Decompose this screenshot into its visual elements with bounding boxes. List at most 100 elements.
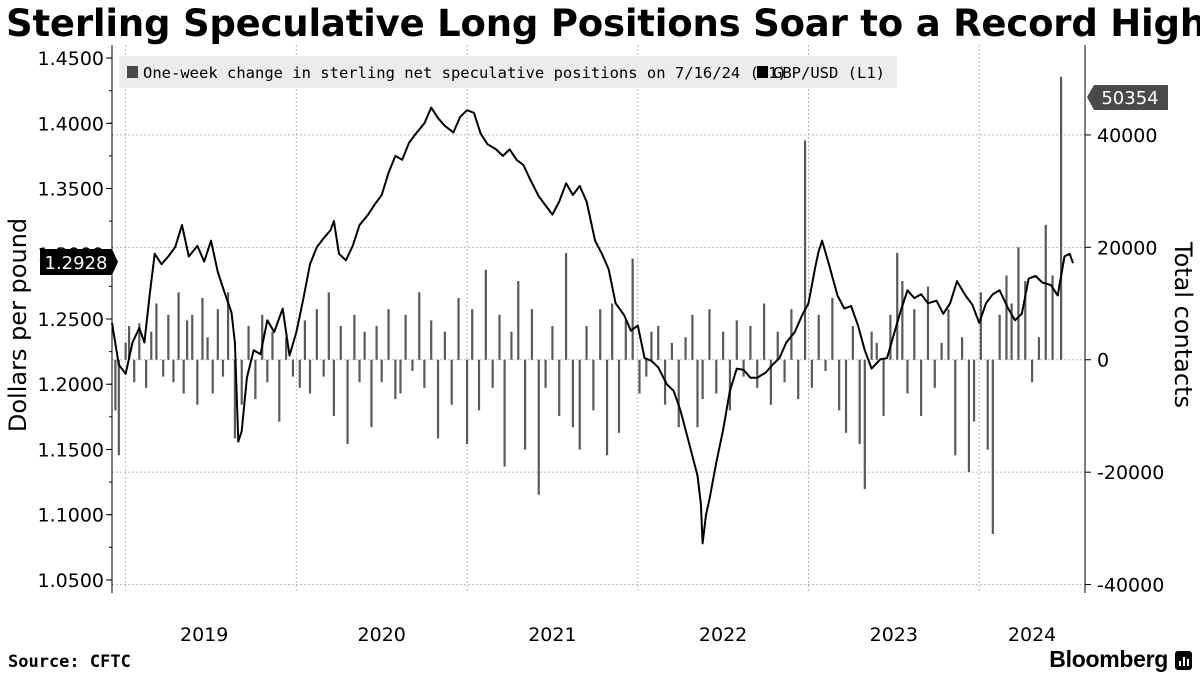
bar (901, 281, 904, 360)
bar (191, 314, 194, 360)
left-tick-label: 1.0500 (38, 570, 104, 592)
bar (742, 359, 745, 377)
bar (913, 309, 916, 360)
bar (423, 359, 426, 388)
bar (783, 359, 786, 383)
bar (177, 292, 180, 360)
bar (327, 292, 330, 360)
bar (266, 359, 269, 383)
bar (240, 359, 243, 405)
bar (585, 326, 588, 360)
bar (1017, 247, 1020, 360)
bar (155, 303, 158, 360)
bar (124, 342, 127, 360)
gridlines (112, 45, 1085, 593)
bar (322, 359, 325, 377)
bar (551, 326, 554, 360)
bar (443, 331, 446, 360)
bar (537, 359, 540, 495)
right-tick-label: -40000 (1097, 575, 1164, 597)
bar (150, 331, 153, 360)
x-tick-label: 2020 (358, 624, 406, 646)
bar (399, 359, 402, 394)
bar (182, 359, 185, 394)
bar (1060, 76, 1063, 360)
bar (933, 359, 936, 388)
bar (517, 281, 520, 360)
bar (1030, 359, 1034, 383)
bar (960, 337, 964, 360)
bar (1037, 337, 1041, 360)
bar (278, 359, 281, 422)
bar (271, 331, 274, 360)
bar (991, 359, 994, 534)
bar (749, 326, 752, 360)
bar (510, 331, 513, 360)
bar (1051, 275, 1054, 360)
bar (599, 309, 602, 360)
x-tick-label: 2023 (870, 624, 918, 646)
bar (870, 331, 873, 360)
bar (998, 314, 1001, 360)
value-callouts: 1.2928 50354 (40, 85, 1168, 275)
left-tick-label: 1.1500 (38, 439, 104, 461)
x-tick-label: 2021 (528, 624, 576, 646)
bar (114, 359, 117, 411)
bar (906, 359, 909, 394)
bar (303, 320, 306, 360)
bar (592, 359, 595, 411)
bar (380, 359, 383, 383)
left-tick-label: 1.4500 (38, 48, 104, 70)
left-tick-label: 1.2000 (38, 374, 104, 396)
bar (196, 359, 199, 405)
bar (358, 359, 361, 383)
bar (206, 337, 209, 360)
bar (1024, 281, 1027, 360)
legend: One-week change in sterling net speculat… (119, 56, 897, 88)
bar (430, 320, 433, 360)
bar (411, 359, 414, 371)
bar (530, 309, 534, 360)
bar (605, 359, 609, 456)
bar (558, 359, 561, 416)
bar (817, 314, 820, 360)
bar (308, 359, 312, 394)
bar (762, 303, 766, 360)
bar (571, 359, 574, 428)
bar (728, 359, 732, 411)
left-tick-label: 1.2500 (38, 309, 104, 331)
bar (418, 292, 421, 360)
chart-title: Sterling Speculative Long Positions Soar… (6, 2, 1200, 45)
brand-logo: Bloomberg (1049, 646, 1168, 672)
bar (315, 309, 318, 360)
bar (436, 359, 440, 439)
right-axis-title: Total contacts (1169, 241, 1197, 408)
bar (691, 314, 694, 360)
last-value-tag-right (1087, 85, 1168, 110)
bar (167, 314, 170, 360)
x-tick-label: 2022 (699, 624, 747, 646)
bar (370, 359, 373, 428)
bar (127, 326, 131, 360)
bar (920, 359, 923, 416)
bar (346, 359, 349, 445)
bar (133, 359, 136, 383)
bar (117, 359, 120, 456)
x-tick-label: 2024 (1008, 624, 1056, 646)
bar (394, 359, 397, 400)
bar (484, 269, 487, 360)
bar (797, 359, 800, 400)
right-tick-label: -20000 (1097, 462, 1164, 484)
bar (138, 323, 141, 360)
left-tick-label: 1.4000 (38, 113, 104, 135)
bar (631, 258, 634, 360)
bar (776, 331, 779, 360)
bar (247, 326, 250, 360)
bar (172, 359, 175, 383)
bar (696, 359, 699, 428)
bar (1044, 224, 1047, 360)
bar (851, 326, 854, 360)
bar (863, 359, 866, 490)
legend-label-line: GBP/USD (L1) (773, 64, 885, 82)
